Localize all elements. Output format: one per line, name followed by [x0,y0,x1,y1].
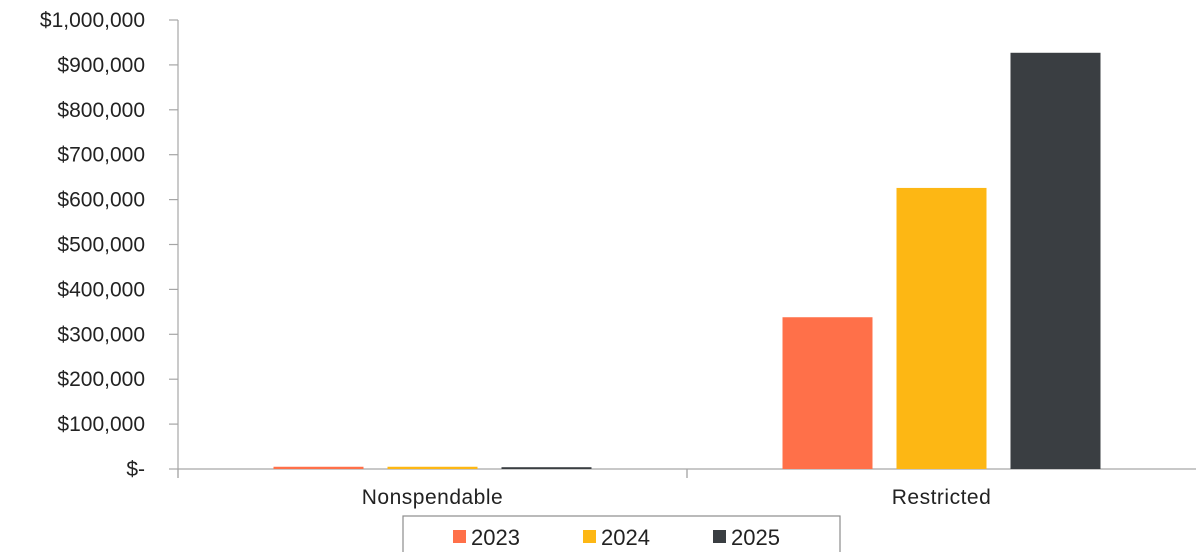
legend-label: 2024 [601,525,650,550]
y-tick-label: $900,000 [57,54,145,77]
y-tick-label: $600,000 [57,189,145,212]
y-tick-label: $200,000 [57,368,145,391]
bars [273,52,1101,469]
y-tick-label: $800,000 [57,99,145,122]
y-tick-label: $300,000 [57,323,145,346]
y-tick-label: $- [126,458,145,481]
y-axis: $- $100,000 $200,000 $300,000 $400,000 $500,0… [40,9,179,481]
y-tick-label: $400,000 [57,278,145,301]
y-tick-label: $500,000 [57,234,145,257]
legend-swatch-2025 [713,530,726,543]
x-axis: Nonspendable Restricted [177,468,1196,509]
y-tick-label: $100,000 [57,413,145,436]
legend-label: 2023 [471,525,520,550]
legend-swatch-2024 [583,530,596,543]
legend: 2023 2024 2025 [402,515,841,555]
x-category-label: Restricted [892,486,992,509]
bar-restricted-2025 [1010,52,1101,469]
y-tick-label: $700,000 [57,144,145,167]
bar-restricted-2024 [896,187,987,469]
bar-nonspendable-2025 [501,467,592,469]
legend-label: 2025 [731,525,780,550]
bar-nonspendable-2023 [273,466,364,469]
legend-swatch-2023 [453,530,466,543]
y-tick-label: $1,000,000 [40,9,145,32]
bar-nonspendable-2024 [387,466,478,469]
x-category-label: Nonspendable [362,486,503,509]
bar-restricted-2023 [782,317,873,469]
